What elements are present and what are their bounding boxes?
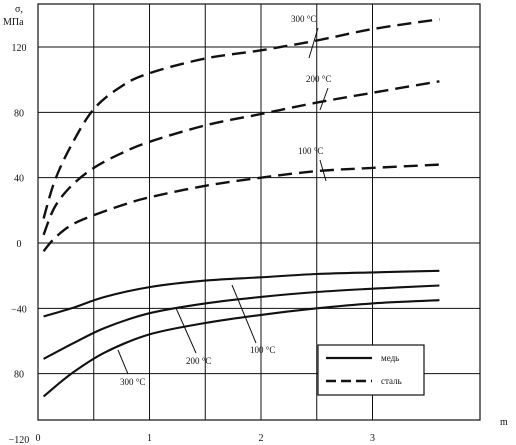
series-label: 200 °C: [306, 74, 331, 84]
series-label-leader: [231, 284, 257, 344]
y-tick-label: 120: [12, 43, 27, 54]
x-tick-label: 1: [147, 433, 152, 444]
legend-label-steel: сталь: [381, 376, 402, 386]
x-tick-label: 2: [259, 433, 264, 444]
series-label: 200 °C: [186, 356, 211, 366]
series-label-leader: [308, 27, 319, 59]
y-tick-label: −120: [9, 435, 30, 445]
series-label-leader: [319, 87, 329, 111]
series-line-copper: [43, 269, 440, 318]
series-label-leader: [175, 307, 197, 354]
series-line-steel: [42, 163, 440, 252]
y-axis-label-symbol: σ,: [15, 4, 23, 15]
series-label-leader: [117, 349, 129, 375]
legend-box: [317, 344, 425, 396]
series-label: 300 °C: [120, 377, 145, 387]
y-tick-label: 80: [14, 370, 24, 381]
legend-label-copper: медь: [381, 353, 399, 363]
y-tick-label: 0: [17, 239, 22, 250]
x-axis-label: m: [500, 417, 508, 428]
y-tick-label: 40: [14, 174, 24, 185]
series-label: 100 °C: [298, 146, 323, 156]
x-tick-label: 0: [36, 433, 41, 444]
series-line-copper: [42, 299, 440, 398]
curves: [42, 18, 440, 398]
y-axis-label-unit: МПа: [3, 17, 24, 28]
series-line-steel: [42, 80, 440, 236]
series-line-copper: [43, 284, 440, 360]
series-labels: 300 °C 200 °C 100 °C 100 °C 200 °C 300 °C: [117, 14, 331, 387]
series-label: 300 °C: [291, 14, 316, 24]
series-line-steel: [42, 18, 440, 219]
y-tick-label: 80: [14, 108, 24, 119]
tick-labels: 0 1 2 3 120 80 40 0 −40 80 −120: [9, 43, 375, 445]
grid: [37, 3, 481, 421]
y-tick-label: −40: [11, 304, 27, 315]
plot-frame: [37, 3, 481, 421]
x-tick-label: 3: [370, 433, 375, 444]
series-label-leader: [319, 159, 327, 182]
series-label: 100 °C: [250, 345, 275, 355]
legend: медь сталь: [317, 344, 425, 396]
